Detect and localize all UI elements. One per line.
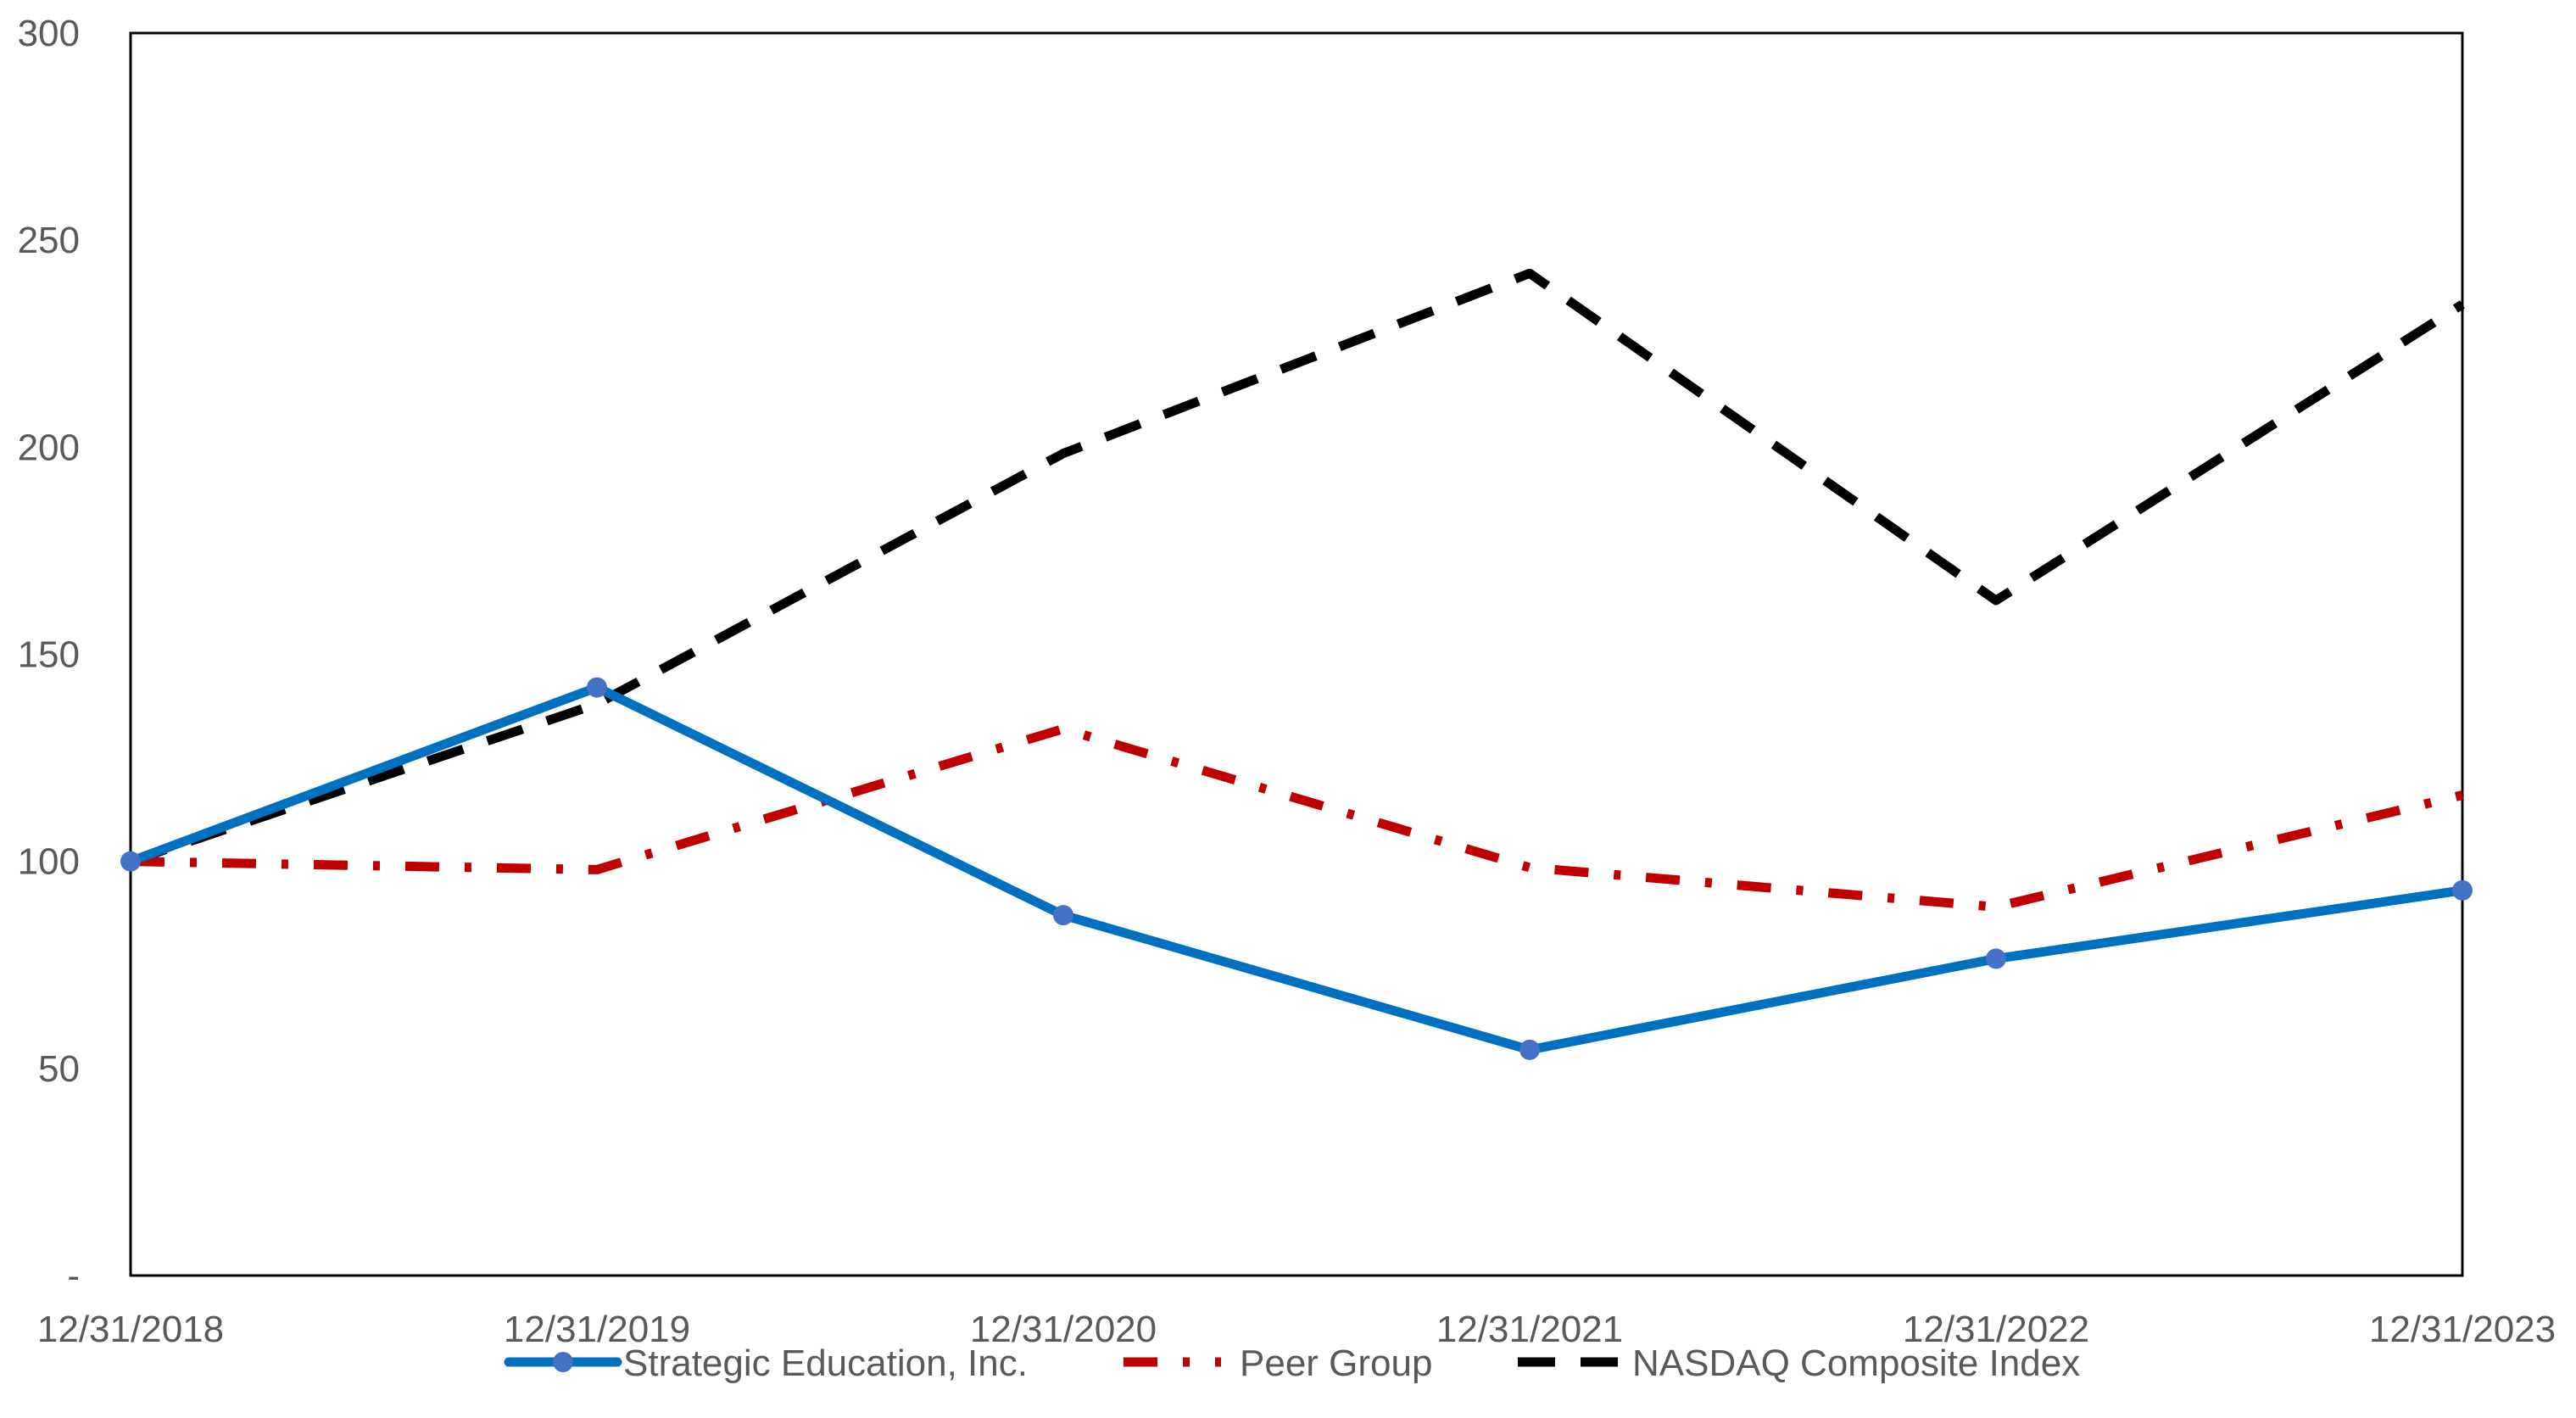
y-tick-label: - xyxy=(67,1255,80,1297)
y-axis: - 50 100 150 200 250 300 xyxy=(18,13,80,1297)
series-line-0 xyxy=(125,683,2467,1055)
x-axis: 12/31/2018 12/31/2019 12/31/2020 12/31/2021… xyxy=(37,1309,2556,1350)
plot-area-frame xyxy=(129,31,2464,1277)
x-tick-label: 12/31/2021 xyxy=(1436,1309,1623,1350)
legend-label: Peer Group xyxy=(1240,1343,1432,1384)
y-tick-label: 150 xyxy=(18,634,80,676)
x-tick-label: 12/31/2020 xyxy=(970,1309,1157,1350)
legend-label: Strategic Education, Inc. xyxy=(623,1343,1028,1384)
y-tick-label: 250 xyxy=(18,220,80,261)
y-tick-label: 200 xyxy=(18,427,80,468)
data-point-marker xyxy=(2452,879,2473,901)
series-layer xyxy=(120,268,2473,1060)
y-tick-label: 300 xyxy=(18,13,80,54)
data-point-marker xyxy=(587,677,607,698)
legend: Strategic Education, Inc. Peer Group NASDA… xyxy=(504,1343,2080,1384)
legend-label: NASDAQ Composite Index xyxy=(1632,1343,2080,1384)
data-point-marker xyxy=(1053,905,1073,926)
legend-marker xyxy=(553,1352,573,1372)
y-tick-label: 50 xyxy=(38,1048,80,1090)
data-point-marker xyxy=(1519,1039,1540,1060)
data-point-marker xyxy=(120,851,141,872)
data-point-marker xyxy=(1986,948,2006,969)
x-tick-label: 12/31/2019 xyxy=(504,1309,690,1350)
series-line-2 xyxy=(129,268,2465,866)
x-tick-label: 12/31/2022 xyxy=(1903,1309,2089,1350)
x-tick-label: 12/31/2018 xyxy=(37,1309,224,1350)
y-tick-label: 100 xyxy=(18,841,80,883)
series-line-1 xyxy=(130,723,2464,912)
x-tick-label: 12/31/2023 xyxy=(2369,1309,2556,1350)
